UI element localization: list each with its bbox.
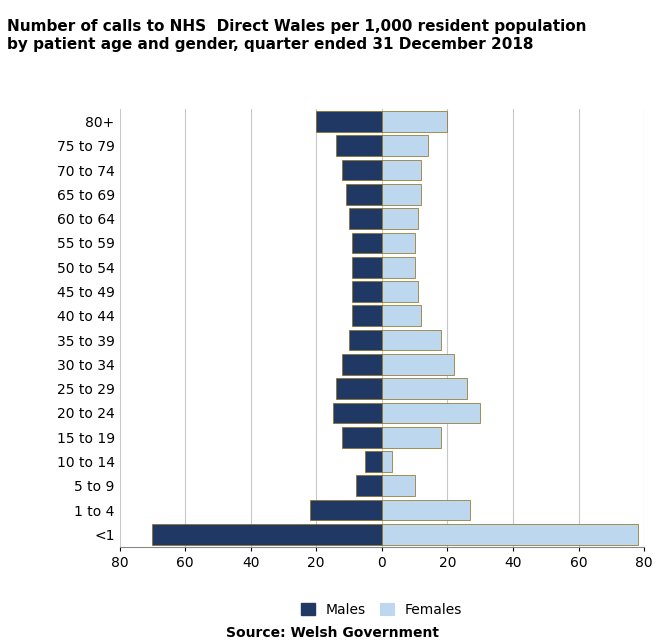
Bar <box>382 524 637 545</box>
Bar <box>382 330 441 350</box>
Bar <box>353 233 382 253</box>
Text: Source: Welsh Government: Source: Welsh Government <box>226 626 438 640</box>
Bar <box>353 257 382 278</box>
Bar <box>382 451 392 472</box>
Text: Number of calls to NHS  Direct Wales per 1,000 resident population
by patient ag: Number of calls to NHS Direct Wales per … <box>7 19 586 51</box>
Bar <box>343 159 382 181</box>
Bar <box>333 403 382 423</box>
Bar <box>382 476 414 496</box>
Bar <box>382 184 421 204</box>
Bar <box>309 500 382 520</box>
Bar <box>382 500 470 520</box>
Bar <box>343 427 382 448</box>
Bar <box>353 281 382 302</box>
Bar <box>382 305 421 326</box>
Bar <box>316 111 382 132</box>
Bar <box>382 354 454 375</box>
Bar <box>382 159 421 181</box>
Bar <box>343 354 382 375</box>
Bar <box>382 208 418 229</box>
Bar <box>382 281 418 302</box>
Bar <box>382 233 414 253</box>
Bar <box>382 403 480 423</box>
Bar <box>349 330 382 350</box>
Bar <box>382 111 448 132</box>
Legend: Males, Females: Males, Females <box>295 597 468 622</box>
Bar <box>353 305 382 326</box>
Bar <box>382 378 467 399</box>
Bar <box>382 257 414 278</box>
Bar <box>346 184 382 204</box>
Bar <box>336 378 382 399</box>
Bar <box>382 136 428 156</box>
Bar <box>382 427 441 448</box>
Bar <box>365 451 382 472</box>
Bar <box>356 476 382 496</box>
Bar <box>152 524 382 545</box>
Bar <box>349 208 382 229</box>
Bar <box>336 136 382 156</box>
